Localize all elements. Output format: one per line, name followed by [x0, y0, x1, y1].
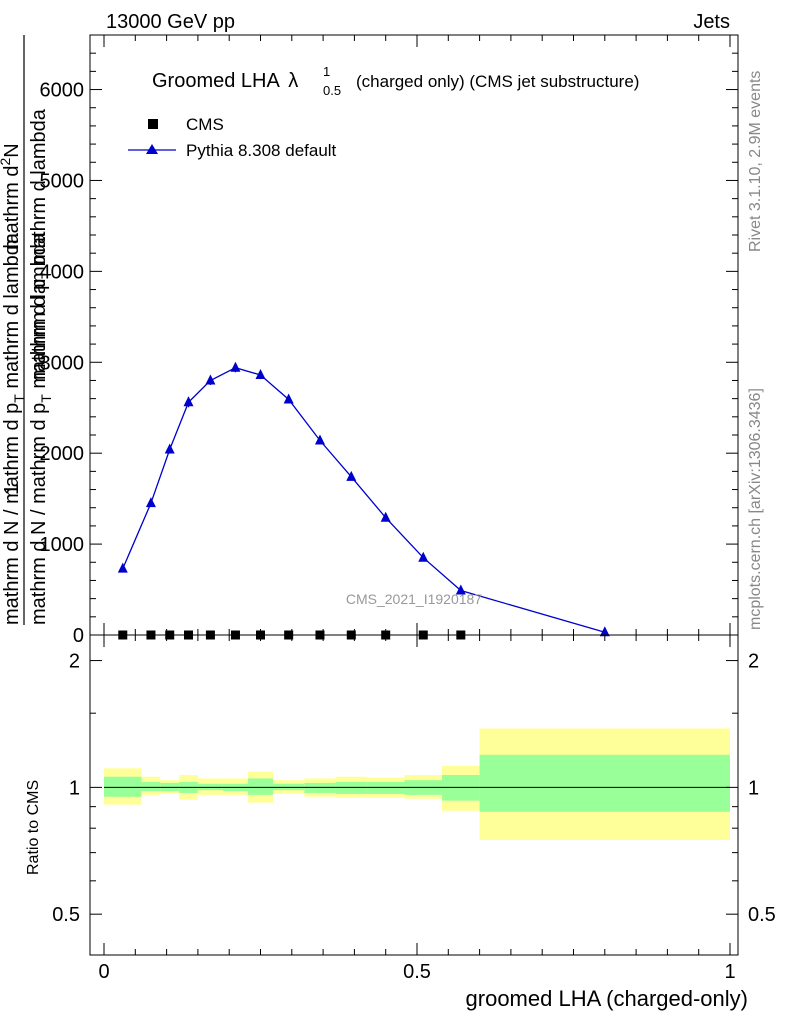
pythia-point [205, 374, 216, 385]
ylabel-numerator: 1 [1, 484, 23, 495]
legend-marker-cms [148, 119, 158, 129]
plot-title-symbol: λ [288, 70, 298, 92]
pythia-point [283, 393, 294, 404]
plot-title: Groomed LHA λ [152, 70, 298, 92]
ratio-plot-panel: 0.5 0.5 1 1 2 2 0 0.5 1 Ratio to CMS groomed LHA… [25, 634, 776, 1011]
ratio-band-stat [366, 781, 405, 794]
mcplots-label: mcplots.cern.ch [arXiv:1306.3436] [747, 388, 764, 630]
ratio-ticks: 0.5 0.5 1 1 2 2 0 0.5 1 [52, 635, 776, 983]
main-y-tick-label: 4000 [40, 261, 85, 283]
ratio-y-tick-label: 0.5 [52, 904, 80, 926]
ratio-plot-frame [89, 634, 739, 956]
pythia-point [164, 443, 175, 454]
x-tick-label: 1 [724, 961, 735, 983]
pythia-point [183, 396, 194, 407]
plot-title-main: Groomed LHA [152, 70, 280, 92]
plot-title-sup: 1 [323, 64, 330, 79]
ratio-band-stat [335, 781, 367, 794]
ratio-y-tick-label-right: 0.5 [748, 904, 776, 926]
legend: CMS Pythia 8.308 default [128, 115, 337, 160]
pythia-point [599, 626, 610, 637]
main-y-tick-label: 5000 [40, 170, 85, 192]
main-y-tick-label: 1000 [40, 534, 85, 556]
ratio-band-stat [247, 778, 274, 795]
ratio-y-tick-label: 2 [69, 651, 80, 673]
main-y-tick-label: 2000 [40, 443, 85, 465]
ratio-bands-layer [104, 728, 730, 841]
x-axis-label: groomed LHA (charged-only) [466, 986, 748, 1011]
pythia-line [122, 367, 605, 633]
ratio-y-axis-label: Ratio to CMS [25, 780, 42, 875]
x-tick-label: 0.5 [403, 961, 431, 983]
header-process-label: 13000 GeV pp [106, 11, 235, 33]
rivet-version-label: Rivet 3.1.10, 2.9M events [747, 71, 764, 252]
pythia-point [255, 369, 266, 379]
legend-marker-pythia [146, 144, 158, 154]
plot-title-tail: (charged only) (CMS jet substructure) [356, 72, 639, 91]
legend-label-cms: CMS [186, 115, 224, 134]
ratio-y-tick-label: 1 [69, 777, 80, 799]
ylabel-denominator: mathrm d pT mathrm d lambda [28, 108, 54, 380]
pythia-point [314, 434, 325, 445]
main-y-axis-label: 1 mathrm d N / mathrm d pT mathrm d lamb… [0, 35, 54, 625]
pythia-point [380, 511, 391, 522]
main-y-tick-label: 6000 [40, 80, 85, 102]
ratio-y-tick-label-right: 1 [748, 777, 759, 799]
pythia-point [346, 470, 357, 481]
ratio-y-tick-label-right: 2 [748, 651, 759, 673]
pythia-point [145, 497, 156, 508]
ratio-band-stat [479, 754, 730, 812]
main-y-tick-label: 0 [73, 625, 84, 647]
ylabel-line2: mathrm d2N [0, 143, 23, 250]
ylabel-front: mathrm d N / mathrm d pT mathrm d lambda [28, 232, 54, 625]
plot-title-sub: 0.5 [323, 83, 341, 98]
pythia-point [117, 562, 128, 573]
main-y-tick-label: 3000 [40, 352, 85, 374]
x-tick-label: 0 [98, 961, 109, 983]
analysis-watermark: CMS_2021_I1920187 [346, 591, 482, 607]
ratio-band-stat [304, 782, 336, 793]
pythia-point [230, 361, 241, 372]
pythia-point [455, 584, 466, 595]
ratio-band-stat [141, 781, 161, 792]
ratio-band-stat [104, 776, 142, 797]
legend-label-pythia: Pythia 8.308 default [186, 141, 337, 160]
pythia-point [418, 551, 429, 562]
main-y-ticks: 0 1000 2000 3000 4000 5000 6000 [40, 34, 738, 647]
header-category-label: Jets [693, 11, 730, 33]
ylabel-line1: mathrm d N / mathrm d pT mathrm d lambda [1, 232, 27, 625]
